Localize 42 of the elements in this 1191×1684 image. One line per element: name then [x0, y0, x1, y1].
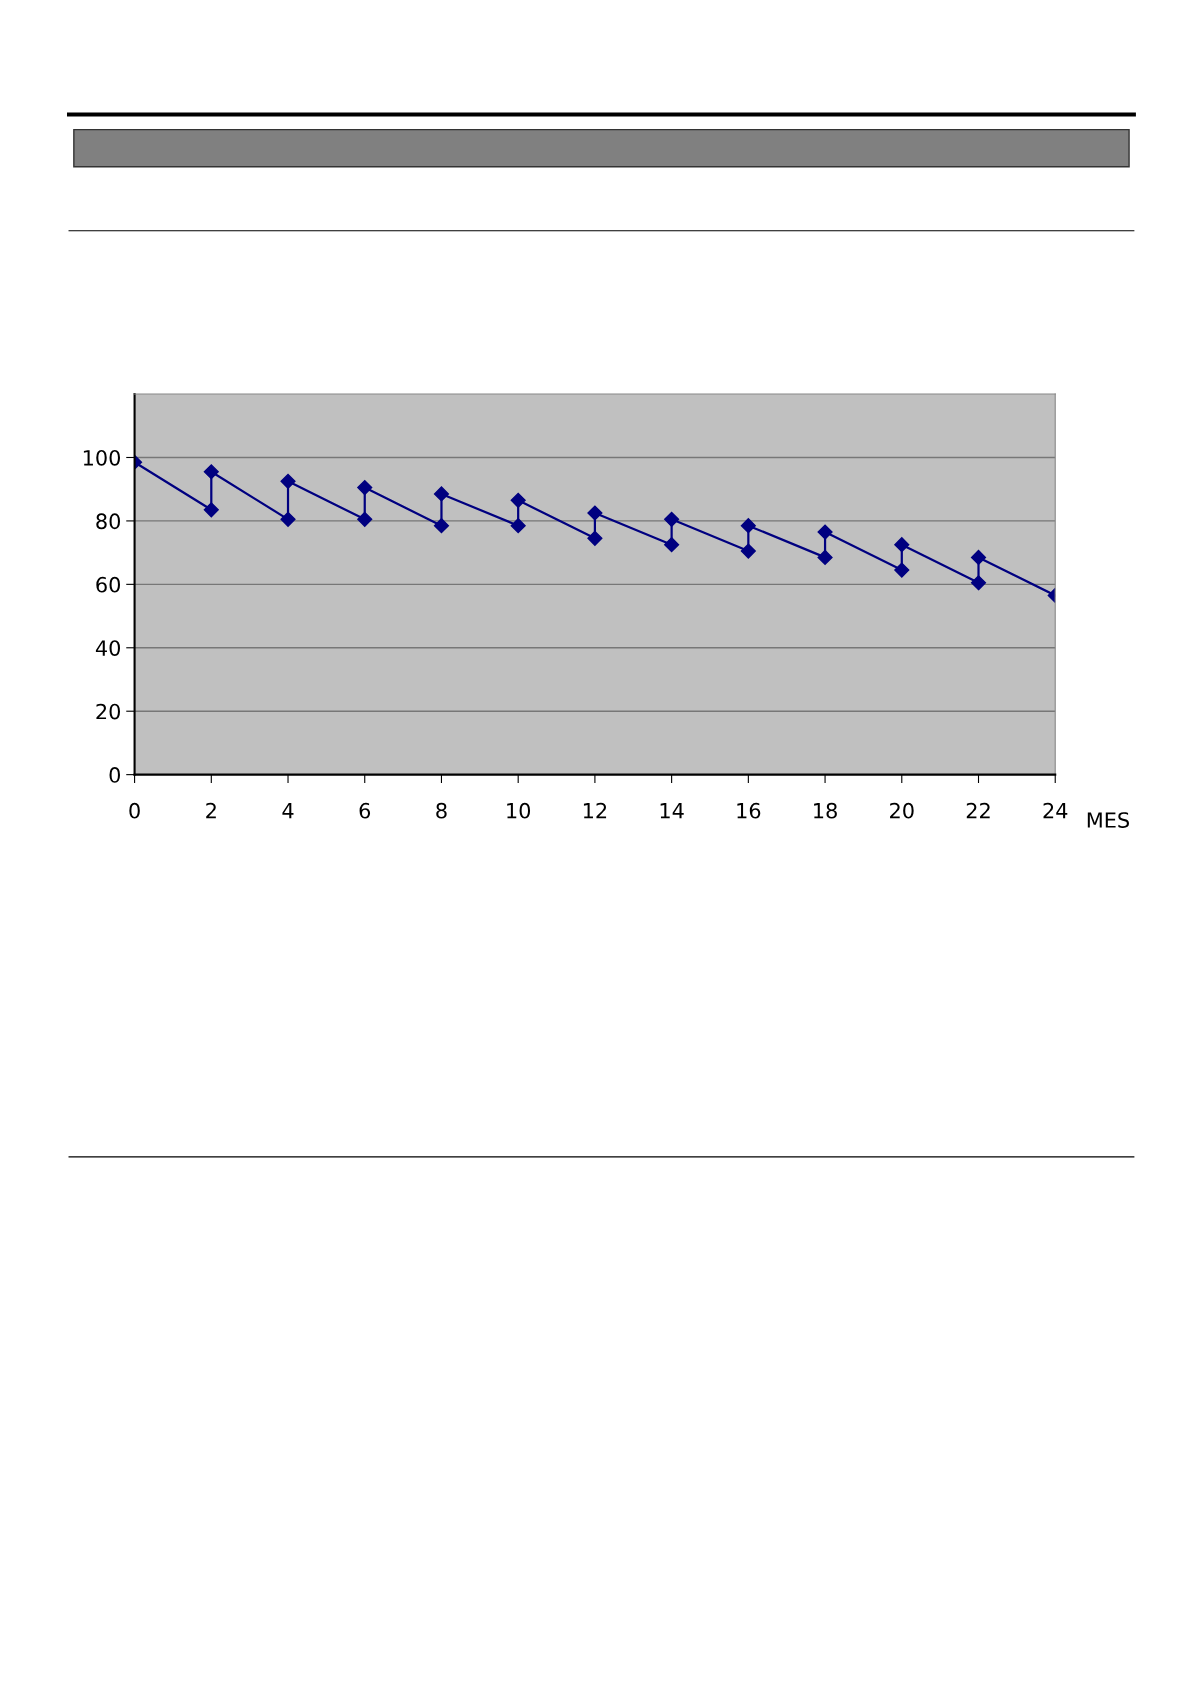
point	[203, 502, 219, 518]
x-tick-label: 12	[583, 802, 607, 819]
y-tick-label: 0	[109, 767, 121, 783]
x-tick-label: 6	[359, 802, 371, 819]
point	[280, 511, 296, 527]
point	[740, 543, 756, 559]
point	[433, 518, 450, 534]
y-tick-label: 80	[96, 513, 120, 530]
y-tick-label: 40	[95, 640, 120, 656]
x-tick-label: 14	[660, 803, 684, 819]
point	[664, 511, 680, 527]
point	[203, 464, 219, 480]
point	[817, 524, 833, 540]
y-tick-label: 60	[96, 576, 120, 593]
point	[970, 575, 987, 591]
point	[587, 505, 603, 521]
x-tick-label: 16	[737, 802, 761, 819]
point	[894, 562, 910, 578]
x-tick-label: 20	[890, 802, 914, 819]
point	[510, 518, 526, 534]
point	[357, 480, 373, 496]
point	[280, 473, 296, 489]
y-tick-label: 100	[83, 449, 120, 466]
x-tick-label: 22	[966, 802, 990, 819]
x-tick-label: 10	[507, 802, 531, 819]
point	[817, 549, 833, 565]
x-tick-label: 2	[206, 802, 216, 819]
point	[510, 492, 526, 508]
point	[894, 537, 910, 553]
x-tick-label: 24	[1043, 802, 1068, 819]
point	[970, 549, 987, 565]
x-tick-label: 0	[129, 802, 140, 819]
point	[664, 537, 680, 553]
x-axis-title: MES	[1087, 812, 1129, 828]
x-tick-label: 4	[282, 803, 294, 819]
point	[433, 486, 450, 502]
point	[357, 511, 373, 527]
point	[587, 530, 603, 546]
y-tick-label: 20	[96, 703, 120, 720]
x-tick-label: 18	[814, 802, 837, 819]
point	[740, 518, 756, 534]
x-tick-label: 8	[436, 802, 447, 819]
